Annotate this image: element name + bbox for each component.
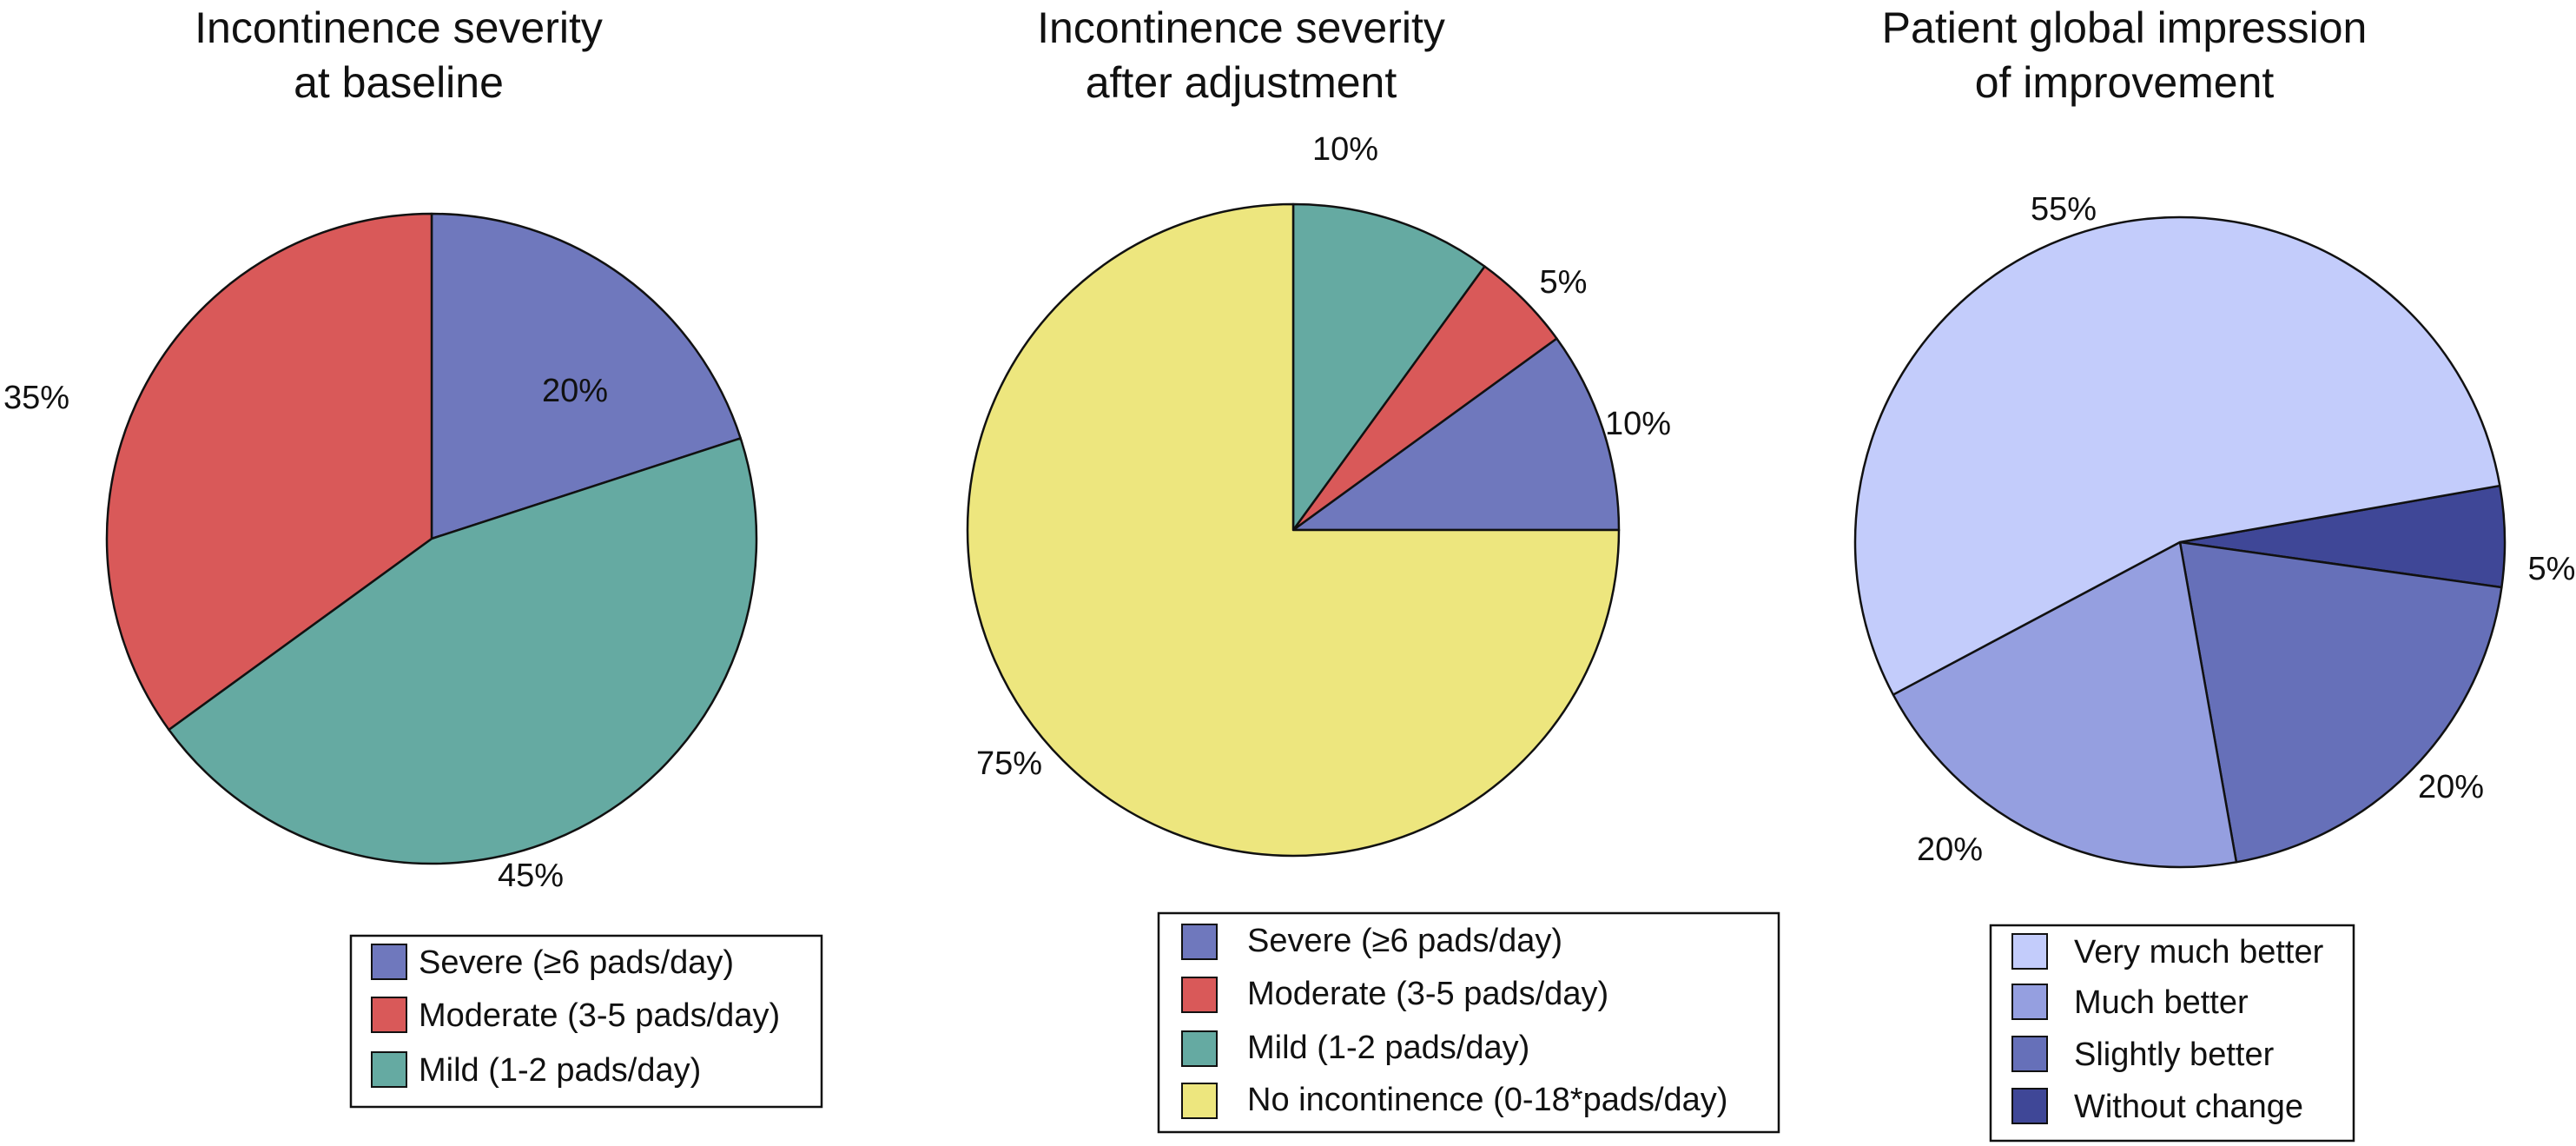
slice-label-severe: 10%	[1605, 406, 1671, 442]
legend-swatch-severe	[1181, 924, 1218, 960]
legend-swatch-moderate	[1181, 977, 1218, 1013]
slice-label-slightly-better: 20%	[2418, 769, 2484, 805]
legend: Very much better Much better Slightly be…	[1989, 924, 2355, 1143]
legend-label-much-better: Much better	[2074, 984, 2249, 1021]
chart-title-line: of improvement	[1975, 58, 2275, 107]
pie-chart-after-adjustment: Incontinence severity after adjustment 1…	[966, 3, 1780, 1134]
slice-label-much-better: 20%	[1917, 831, 1983, 868]
slice-label-without-change: 5%	[2528, 551, 2576, 587]
pie-slice-no-incontinence	[966, 202, 1621, 858]
legend-label-severe: Severe (≥6 pads/day)	[1247, 923, 1562, 959]
legend-label-moderate: Moderate (3-5 pads/day)	[419, 997, 780, 1034]
slice-label-moderate: 5%	[1540, 264, 1588, 301]
legend-swatch-mild	[371, 1051, 407, 1088]
slice-label-severe: 20%	[542, 373, 608, 409]
legend-swatch-mild	[1181, 1030, 1218, 1067]
chart-title-line: Patient global impression	[1882, 3, 2368, 52]
slice-label-mild: 45%	[498, 858, 564, 894]
legend-label-no-incontinence: No incontinence (0-18*pads/day)	[1247, 1082, 1727, 1118]
pie-slice-slightly-better	[2178, 540, 2503, 864]
slice-label-no-incontinence: 75%	[976, 745, 1042, 782]
pie-slice-severe	[430, 212, 742, 540]
pie-chart-global-impression: Patient global impression of improvement…	[1853, 3, 2576, 1143]
pie-slice-very-much-better	[1853, 215, 2501, 696]
pie-slice-mild	[168, 437, 758, 865]
legend-swatch-moderate	[371, 997, 407, 1033]
pie-slices	[1853, 215, 2507, 869]
legend-label-without-change: Without change	[2074, 1089, 2303, 1125]
legend-box	[349, 934, 823, 1109]
legend-swatch-slightly-better	[2011, 1036, 2048, 1072]
legend-box	[1989, 924, 2355, 1143]
chart-title-line: at baseline	[294, 58, 504, 107]
pie-slice-moderate	[105, 212, 433, 732]
chart-title-line: after adjustment	[1086, 58, 1397, 107]
pie-slice-mild	[1291, 202, 1486, 532]
legend-label-moderate: Moderate (3-5 pads/day)	[1247, 976, 1608, 1012]
legend-label-very-much-better: Very much better	[2074, 934, 2324, 970]
slice-label-mild: 10%	[1312, 131, 1378, 168]
chart-title-line: Incontinence severity	[1037, 3, 1445, 52]
legend-label-mild: Mild (1-2 pads/day)	[1247, 1030, 1529, 1066]
legend-label-mild: Mild (1-2 pads/day)	[419, 1052, 701, 1089]
pie-slice-severe	[1291, 337, 1621, 532]
chart-title-line: Incontinence severity	[195, 3, 603, 52]
legend-box	[1157, 911, 1780, 1134]
legend-label-slightly-better: Slightly better	[2074, 1037, 2275, 1073]
legend: Severe (≥6 pads/day) Moderate (3-5 pads/…	[349, 934, 823, 1109]
legend-swatch-without-change	[2011, 1088, 2048, 1124]
legend-swatch-no-incontinence	[1181, 1083, 1218, 1119]
pie-slice-much-better	[1892, 540, 2238, 869]
legend-swatch-very-much-better	[2011, 933, 2048, 970]
legend-label-severe: Severe (≥6 pads/day)	[419, 944, 734, 981]
pie-slices	[966, 202, 1621, 858]
slice-label-moderate: 35%	[3, 380, 69, 416]
slice-label-very-much-better: 55%	[2031, 191, 2097, 228]
legend-swatch-severe	[371, 944, 407, 980]
legend-swatch-much-better	[2011, 984, 2048, 1020]
legend: Severe (≥6 pads/day) Moderate (3-5 pads/…	[1157, 911, 1780, 1134]
pie-slices	[105, 212, 758, 865]
pie-chart-baseline: Incontinence severity at baseline 20% 45…	[3, 3, 823, 1109]
